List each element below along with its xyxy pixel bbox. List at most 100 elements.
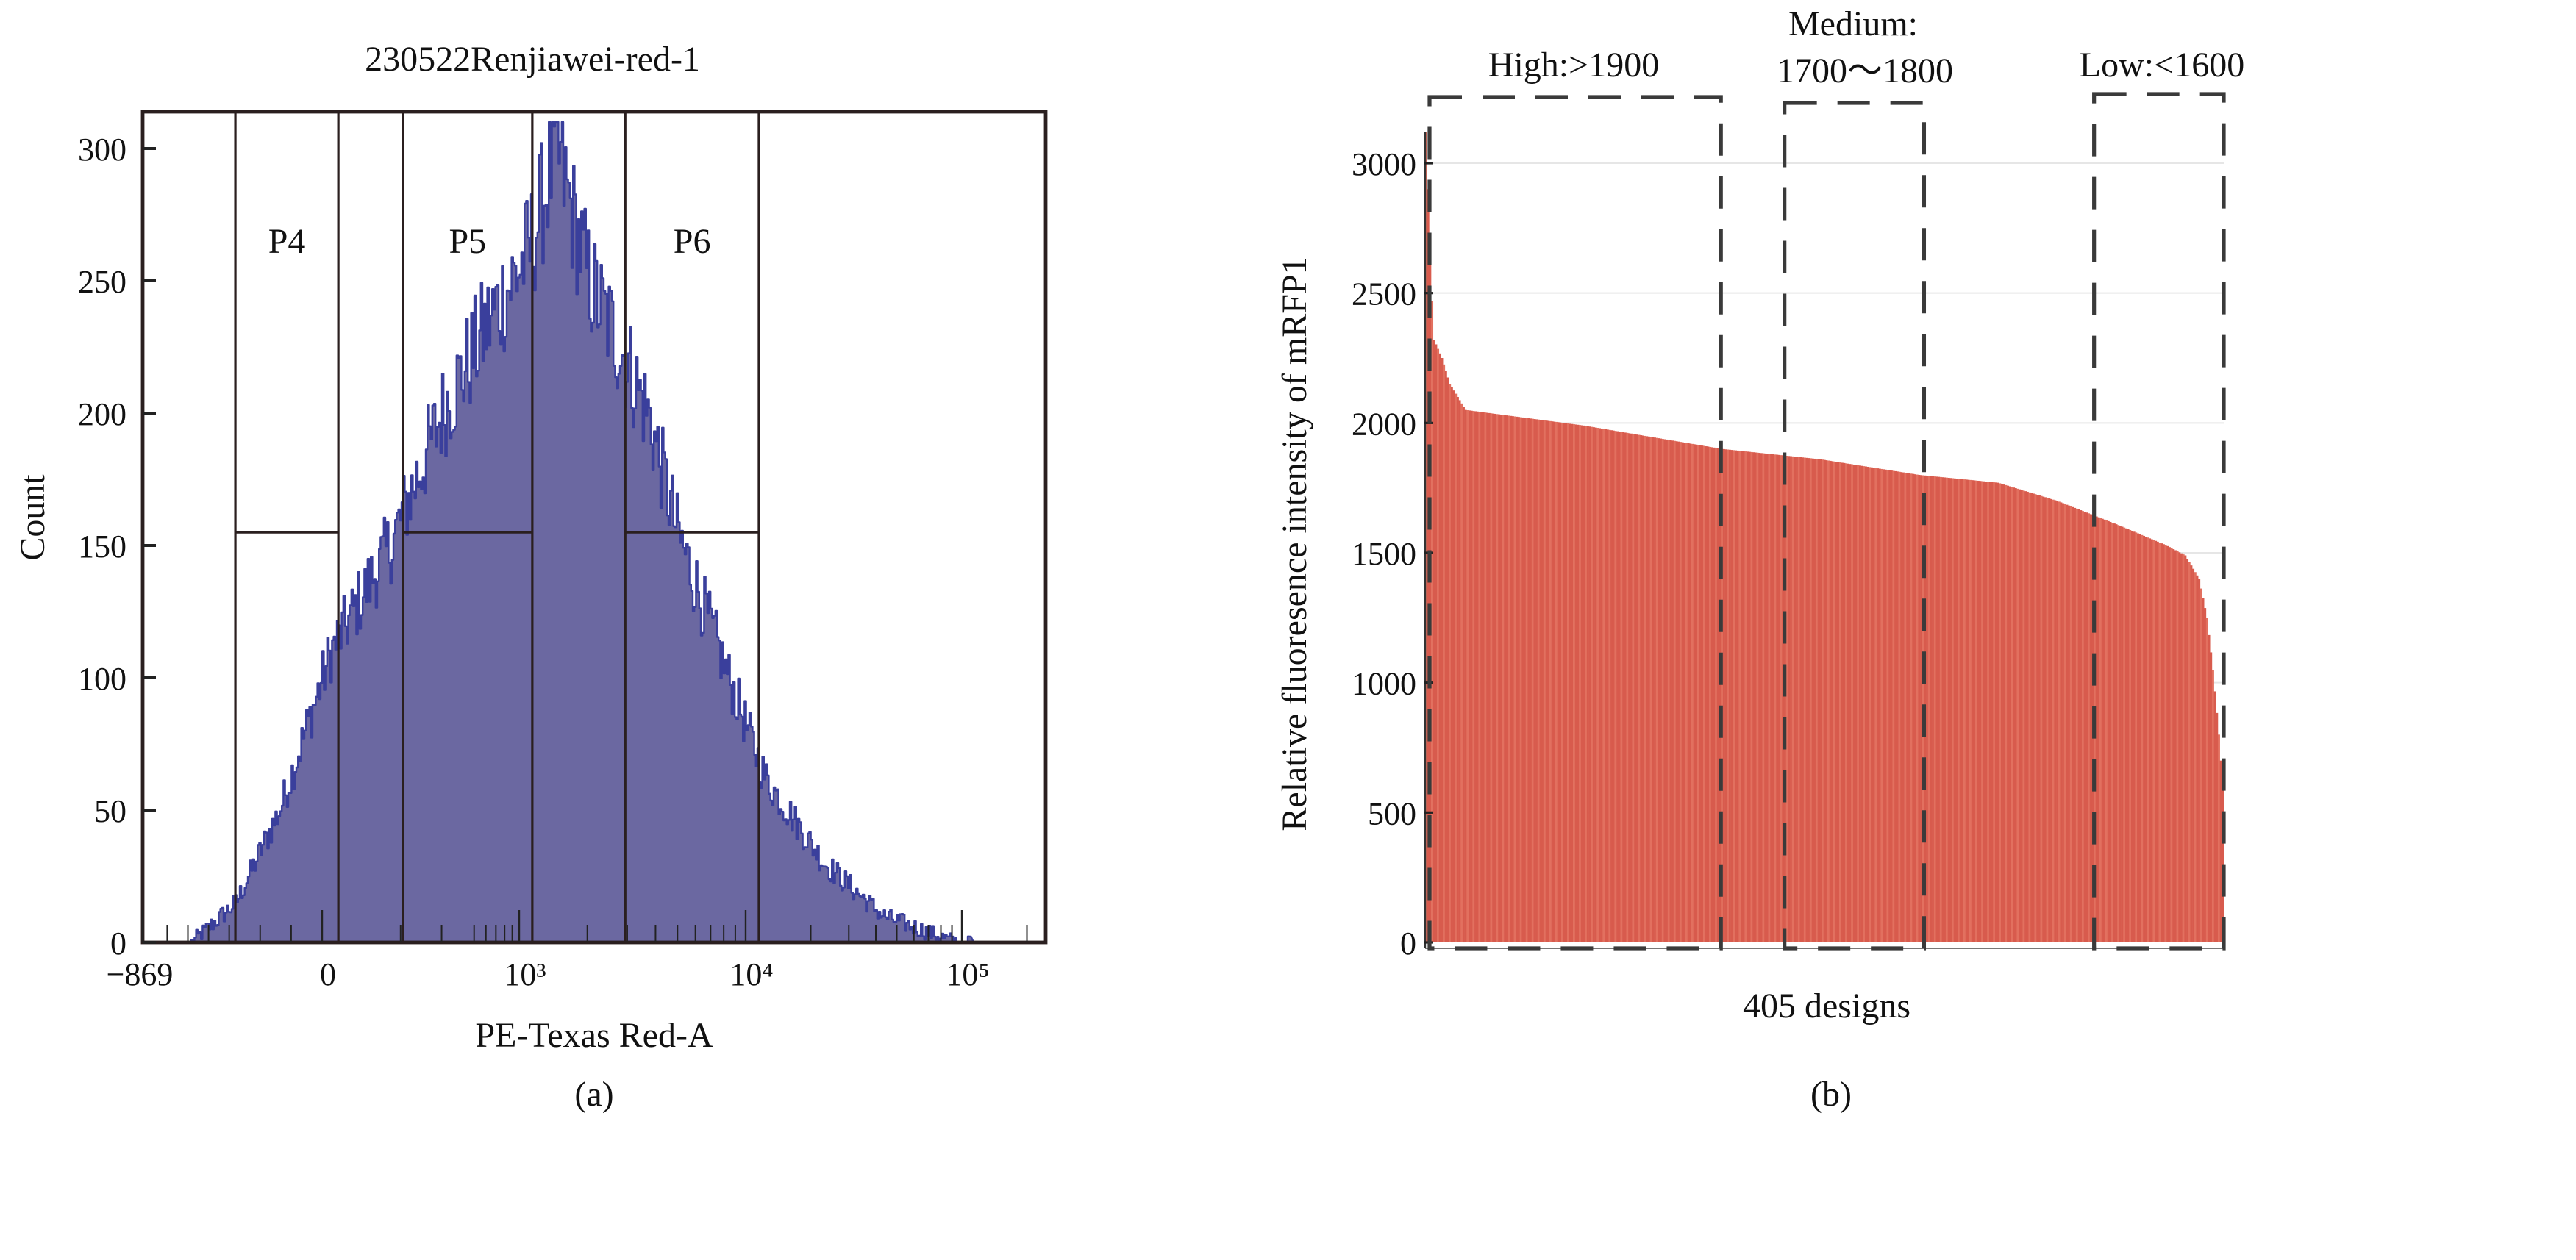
bar: [1435, 344, 1438, 943]
bar: [1941, 477, 1944, 942]
histogram-path: [190, 121, 975, 944]
bar: [2129, 530, 2132, 942]
bar: [1649, 437, 1652, 942]
bar: [1947, 477, 1950, 942]
bar: [2036, 495, 2039, 942]
bar: [1965, 479, 1968, 942]
bar: [1494, 413, 1496, 942]
bar: [2198, 579, 2201, 942]
bar: [1930, 476, 1933, 942]
bar: [1722, 448, 1725, 942]
bar: [1707, 446, 1710, 942]
panel-b-caption: (b): [1810, 1075, 1852, 1114]
bar: [1785, 456, 1788, 942]
bar: [1610, 430, 1613, 942]
bar: [1705, 446, 1708, 942]
bar: [1855, 465, 1858, 942]
bar: [1784, 455, 1786, 942]
bar: [1638, 434, 1641, 942]
bar: [2056, 501, 2059, 942]
bar: [2062, 503, 2065, 942]
bar: [2072, 506, 2074, 942]
bar: [1794, 457, 1797, 942]
bar: [1539, 420, 1542, 942]
bar: [1728, 449, 1731, 942]
bar: [1660, 438, 1663, 942]
bar: [1857, 465, 1860, 942]
bar: [1521, 417, 1524, 942]
bar: [2143, 535, 2146, 942]
bar: [1764, 453, 1767, 942]
bar: [1695, 444, 1698, 942]
bar: [2011, 487, 2013, 942]
bar: [1476, 411, 1479, 942]
bar: [2107, 520, 2110, 942]
bar: [1437, 348, 1440, 942]
y-tick-label: 500: [1368, 795, 1416, 831]
group-box-low: [2092, 92, 2226, 951]
bar: [2194, 572, 2197, 942]
bar: [2147, 537, 2149, 942]
bar: [1900, 472, 1903, 942]
bar: [1618, 432, 1621, 942]
bar: [1866, 466, 1869, 942]
bar: [2001, 484, 2003, 942]
bar: [1926, 476, 1929, 942]
bar: [1774, 454, 1777, 942]
bar: [1994, 482, 1997, 942]
bar: [1843, 462, 1846, 942]
y-tick-label: 0: [1400, 926, 1416, 962]
bar: [2007, 485, 2010, 942]
bar: [2166, 545, 2169, 942]
bar: [1537, 419, 1540, 942]
bar: [1666, 439, 1669, 942]
bar: [1543, 420, 1546, 942]
bar: [1574, 424, 1577, 942]
bar: [1594, 427, 1597, 942]
bar: [1527, 418, 1530, 942]
bar: [1580, 425, 1583, 942]
bar: [1655, 437, 1658, 942]
bar: [1598, 428, 1601, 942]
bar: [2156, 541, 2159, 942]
bar: [2048, 498, 2051, 942]
bar: [1530, 418, 1533, 942]
bar: [1586, 426, 1589, 942]
bar: [1640, 435, 1643, 942]
bar: [1425, 132, 1427, 943]
bar: [1719, 448, 1722, 942]
bar: [1758, 453, 1761, 942]
bar: [1884, 469, 1887, 942]
bar: [1914, 474, 1916, 942]
bar: [2042, 496, 2045, 942]
bar: [1877, 468, 1880, 942]
bar: [2210, 652, 2213, 942]
bar: [2170, 548, 2173, 942]
bar: [1827, 460, 1830, 942]
y-tick-label: 250: [78, 264, 126, 300]
bar: [2190, 565, 2193, 942]
bar: [1973, 480, 1976, 942]
bar: [1845, 463, 1848, 942]
bar: [1752, 452, 1755, 942]
bar: [1747, 451, 1749, 942]
bar: [1849, 464, 1852, 942]
bar: [1469, 410, 1471, 942]
bar: [1920, 475, 1923, 942]
bar: [1902, 472, 1905, 942]
bar: [2058, 501, 2061, 942]
bar: [1817, 459, 1820, 942]
bar: [2028, 492, 2031, 942]
bar: [1547, 420, 1550, 942]
bar: [1742, 451, 1745, 942]
bar: [1667, 440, 1670, 942]
bar: [1620, 432, 1623, 942]
bar: [1892, 470, 1895, 942]
panel-a-y-label: Count: [13, 474, 52, 561]
bar: [2050, 498, 2052, 942]
bar: [2060, 502, 2063, 942]
bar: [1847, 463, 1849, 942]
bar: [1802, 457, 1805, 942]
bar: [2174, 550, 2177, 942]
